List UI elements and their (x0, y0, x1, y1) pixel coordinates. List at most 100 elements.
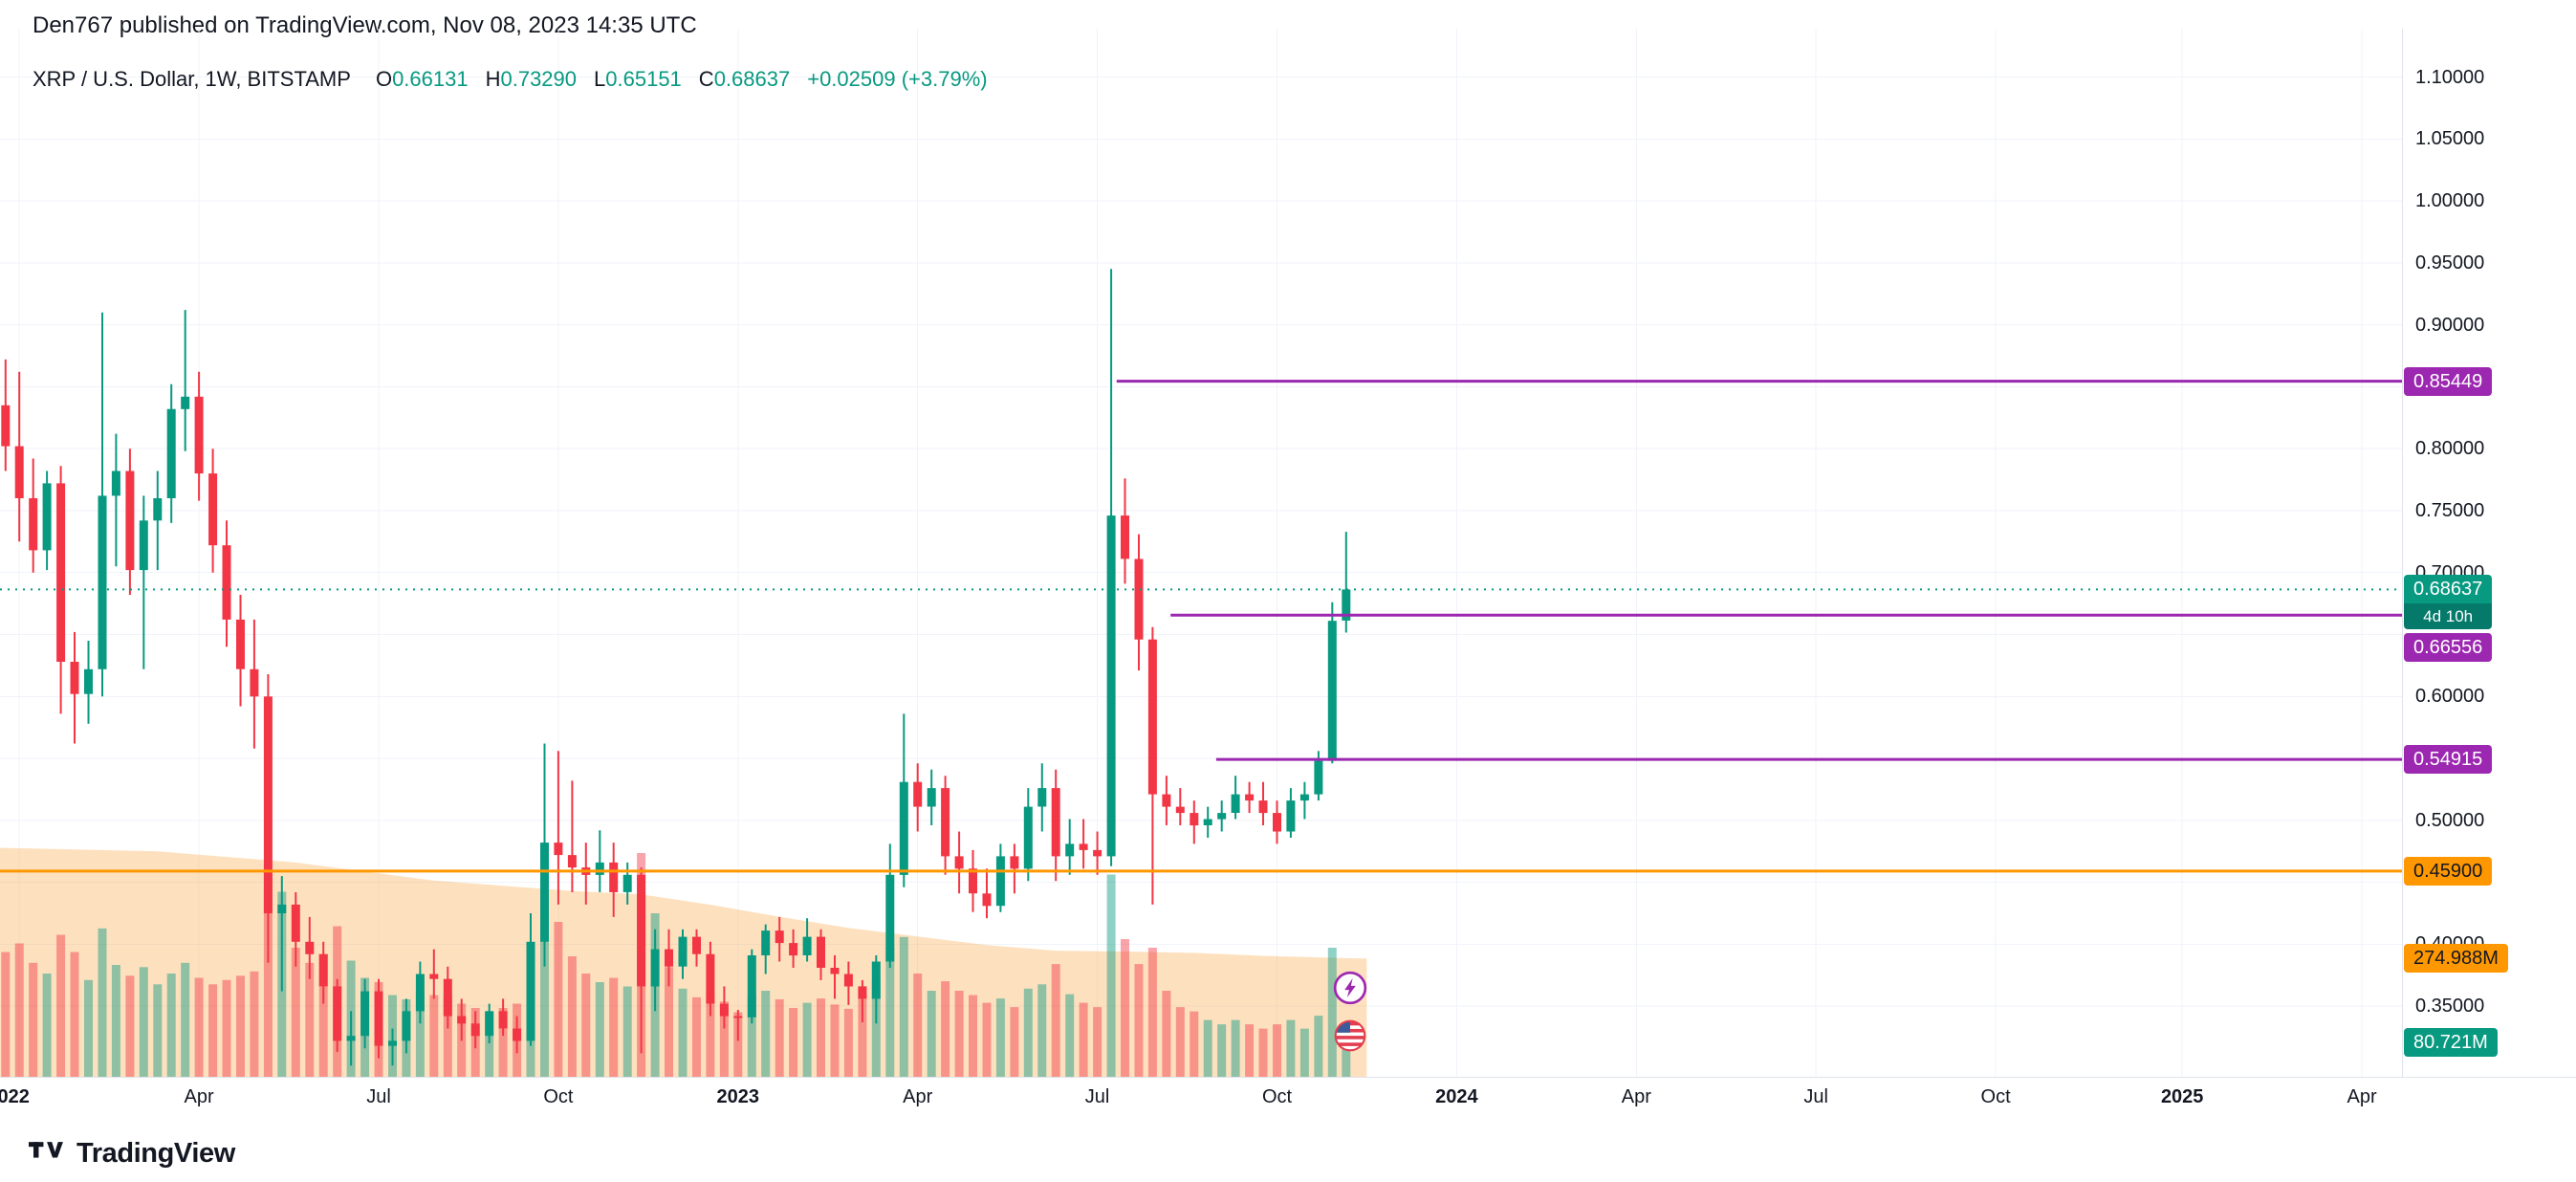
candle-body (1175, 806, 1185, 814)
candle-body (622, 874, 632, 892)
time-tick-label: Apr (184, 1086, 214, 1107)
volume-ma-badge: 274.988M (2404, 944, 2508, 974)
candle-body (153, 498, 163, 521)
candle-body (1010, 856, 1019, 869)
candle-body (733, 1016, 743, 1018)
time-tick-label: Jul (366, 1086, 391, 1107)
candle-body (540, 843, 549, 942)
candle-body (1342, 589, 1351, 621)
candle-body (1203, 819, 1212, 825)
lightning-event-icon[interactable] (1332, 970, 1368, 1006)
candle-body (429, 974, 439, 979)
price-tick-label: 0.90000 (2415, 314, 2485, 336)
candle-body (982, 893, 992, 907)
time-tick-label: Apr (2347, 1086, 2377, 1107)
price-tick-label: 0.60000 (2415, 686, 2485, 708)
candle-body (995, 856, 1005, 907)
candle-body (1273, 813, 1281, 832)
time-tick-label: 2023 (716, 1086, 760, 1107)
candle-body (1217, 813, 1227, 820)
ohlc-high: H0.73290 (485, 67, 578, 91)
candle-body (747, 955, 756, 1018)
price-tick-label: 1.00000 (2415, 190, 2485, 212)
price-tick-label: 0.40000 (2415, 933, 2485, 955)
tradingview-mark-icon (29, 1142, 63, 1158)
time-tick-label: Jul (1084, 1086, 1110, 1107)
price-tick-label: 0.95000 (2415, 252, 2485, 274)
candle-body (1037, 788, 1047, 807)
candle-body (789, 943, 798, 956)
price-tick-label: 0.50000 (2415, 809, 2485, 831)
candle-body (954, 856, 964, 869)
candle-body (526, 941, 535, 1041)
candle-body (871, 961, 881, 999)
time-tick-label: Apr (1621, 1086, 1651, 1107)
candle-body (29, 498, 38, 551)
candle-body (1134, 558, 1144, 640)
candle-body (402, 1011, 411, 1041)
candle-body (761, 930, 771, 955)
candle-body (305, 941, 315, 954)
tradingview-logo[interactable]: TradingView (29, 1132, 235, 1174)
time-axis-separator (0, 1077, 2576, 1078)
candle-body (830, 968, 840, 974)
time-tick-label: Jul (1803, 1086, 1828, 1107)
candle-body (1106, 515, 1116, 857)
level-badge: 0.85449 (2404, 366, 2493, 396)
price-tick-label: 0.70000 (2415, 561, 2485, 583)
candle-body (1079, 843, 1088, 850)
price-chart[interactable] (0, 0, 2402, 1078)
candle-body (1065, 843, 1075, 857)
symbol-title: XRP / U.S. Dollar, 1W, BITSTAMP (33, 67, 351, 91)
candle-body (1093, 849, 1102, 857)
chart-legend: XRP / U.S. Dollar, 1W, BITSTAMP O0.66131… (33, 67, 1005, 92)
current-price-value: 0.68637 (2404, 575, 2493, 604)
candle-body (678, 936, 688, 967)
candle-body (941, 788, 950, 857)
time-tick-label: Oct (1261, 1086, 1293, 1107)
candle-body (665, 949, 673, 967)
time-tick-label: 2025 (2160, 1086, 2204, 1107)
price-tick-label: 0.80000 (2415, 438, 2485, 460)
price-axis-separator (2402, 29, 2403, 1078)
candle-body (457, 1016, 467, 1024)
candle-body (885, 874, 895, 962)
candle-body (1299, 794, 1309, 801)
candle-body (277, 904, 287, 913)
candle-body (388, 1040, 397, 1046)
price-tick-label: 1.05000 (2415, 128, 2485, 150)
candle-body (1147, 639, 1157, 795)
us-flag-event-icon[interactable] (1332, 1018, 1368, 1054)
candle-body (125, 471, 135, 571)
candle-body (14, 446, 24, 498)
candle-body (70, 662, 79, 694)
candle-body (554, 843, 563, 856)
price-tick-label: 0.75000 (2415, 499, 2485, 521)
candle-body (111, 471, 120, 496)
candle-body (333, 986, 342, 1041)
candle-body (1258, 800, 1268, 814)
candle-body (139, 520, 148, 571)
time-tick-label: Oct (543, 1086, 574, 1107)
tradingview-logo-text: TradingView (76, 1137, 235, 1169)
candle-body (84, 668, 93, 694)
candle-body (913, 781, 923, 807)
bar-countdown: 4d 10h (2404, 603, 2493, 630)
candle-body (1190, 813, 1199, 826)
candle-body (1162, 794, 1171, 807)
candle-body (858, 986, 867, 999)
candle-body (485, 1011, 494, 1037)
candle-body (692, 936, 701, 954)
candle-body (498, 1011, 508, 1029)
time-tick-label: 2022 (0, 1086, 30, 1107)
candle-body (513, 1028, 522, 1041)
candle-body (194, 396, 204, 474)
candle-body (443, 978, 452, 1017)
price-tick-label: 0.35000 (2415, 996, 2485, 1018)
candle-body (263, 696, 273, 913)
ohlc-low: L0.65151 (594, 67, 682, 91)
candle-body (318, 953, 328, 987)
candle-body (609, 862, 619, 892)
candle-body (1245, 794, 1255, 801)
